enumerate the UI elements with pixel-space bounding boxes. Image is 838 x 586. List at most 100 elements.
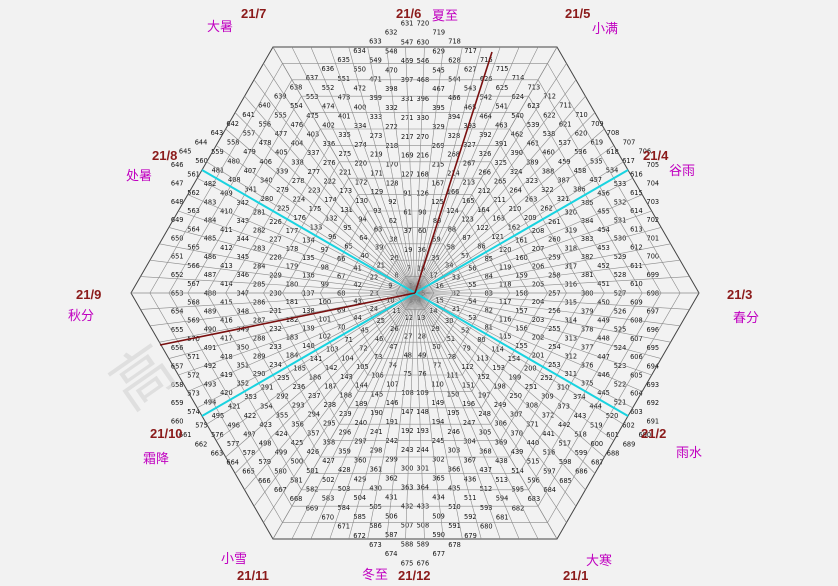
cell-number: 306 (494, 420, 507, 428)
cell-number: 554 (290, 102, 303, 110)
cell-number: 203 (532, 316, 545, 324)
cell-number: 417 (220, 335, 233, 343)
cell-number: 47 (389, 343, 397, 351)
cell-number: 615 (630, 189, 643, 197)
date-label-upper-right: 21/4 (643, 148, 669, 163)
cell-number: 685 (559, 477, 572, 485)
cell-number: 337 (307, 149, 320, 157)
cell-number: 461 (527, 140, 540, 148)
cell-number: 715 (496, 65, 509, 73)
cell-number: 633 (369, 38, 382, 46)
radial-line (414, 292, 567, 523)
cell-number: 334 (354, 122, 367, 130)
cell-number: 364 (417, 484, 430, 492)
term-label-dashu: 大暑 (207, 20, 234, 35)
cell-number: 363 (401, 484, 414, 492)
cell-number: 350 (237, 344, 250, 352)
cell-number: 109 (416, 389, 429, 397)
cell-number: 205 (532, 280, 545, 288)
radial-line (348, 292, 416, 540)
radial-line (149, 292, 416, 327)
cell-number: 56 (468, 265, 476, 273)
cell-number: 204 (532, 298, 545, 306)
cell-number: 132 (325, 215, 338, 223)
cell-number: 561 (187, 171, 200, 179)
cell-number: 573 (187, 390, 200, 398)
cell-number: 568 (187, 298, 200, 306)
cell-number: 659 (171, 399, 184, 407)
radial-line (310, 46, 416, 294)
cell-number: 663 (211, 449, 224, 457)
radial-line (206, 292, 416, 425)
cell-number: 115 (499, 333, 512, 341)
cell-number: 328 (448, 132, 461, 140)
cell-number: 395 (432, 104, 445, 112)
cell-number: 484 (204, 217, 217, 225)
cell-number: 534 (606, 166, 619, 174)
cell-number: 340 (260, 176, 273, 184)
cell-number: 497 (243, 430, 256, 438)
cell-number: 54 (468, 298, 476, 306)
cell-number: 439 (511, 448, 524, 456)
cell-number: 378 (581, 325, 594, 333)
cell-number: 359 (338, 447, 351, 455)
cell-number: 646 (171, 161, 184, 169)
cell-number: 522 (614, 380, 627, 388)
cell-number: 193 (416, 427, 429, 435)
cell-number: 186 (309, 374, 322, 382)
cell-number: 44 (353, 314, 361, 322)
cell-number: 588 (401, 540, 414, 548)
radial-line (414, 292, 690, 310)
cell-number: 99 (321, 281, 329, 289)
cell-number: 639 (274, 93, 287, 101)
season-line (201, 169, 416, 294)
cell-number: 329 (432, 123, 445, 131)
cell-number: 499 (275, 449, 288, 457)
cell-number: 533 (614, 180, 627, 188)
cell-number: 429 (354, 475, 367, 483)
cell-number: 366 (448, 466, 461, 474)
cell-number: 649 (171, 216, 184, 224)
cell-number: 304 (463, 438, 476, 446)
term-label-dahan: 大寒 (586, 554, 613, 569)
cell-number: 548 (385, 47, 398, 55)
cell-number: 446 (597, 371, 610, 379)
cell-number: 557 (243, 130, 256, 138)
cell-number: 485 (204, 235, 217, 243)
cell-number: 495 (212, 412, 225, 420)
cell-number: 8 (394, 272, 398, 280)
cell-number: 396 (417, 95, 430, 103)
cell-number: 113 (476, 354, 489, 362)
cell-number: 295 (323, 420, 336, 428)
cell-number: 532 (614, 198, 627, 206)
radial-line (414, 47, 425, 294)
cell-number: 310 (557, 384, 570, 392)
radial-line (253, 79, 416, 294)
date-label-lower-right: 21/2 (641, 426, 667, 441)
cell-number: 518 (574, 430, 587, 438)
cell-number: 516 (543, 449, 556, 457)
cell-number: 354 (260, 402, 273, 410)
cell-number: 387 (557, 176, 570, 184)
cell-number: 381 (581, 271, 594, 279)
term-label-shuangjiang: 霜降 (143, 452, 170, 467)
cell-number: 241 (370, 428, 383, 436)
cell-number: 681 (496, 514, 509, 522)
cell-number: 197 (478, 391, 491, 399)
cell-number: 376 (581, 362, 594, 370)
radial-line (168, 227, 416, 294)
cell-number: 662 (195, 440, 208, 448)
cell-number: 490 (204, 326, 217, 334)
cell-number: 672 (353, 532, 366, 540)
radial-line (168, 292, 416, 359)
cell-number: 177 (286, 227, 299, 235)
cell-number: 623 (527, 102, 540, 110)
cell-number: 198 (493, 383, 506, 391)
cell-number: 489 (204, 308, 217, 316)
cell-number: 139 (302, 325, 315, 333)
cell-number: 383 (581, 235, 594, 243)
cell-number: 222 (324, 178, 337, 186)
cell-number: 687 (591, 459, 604, 467)
cell-number: 442 (558, 421, 571, 429)
cell-number: 469 (401, 57, 414, 65)
